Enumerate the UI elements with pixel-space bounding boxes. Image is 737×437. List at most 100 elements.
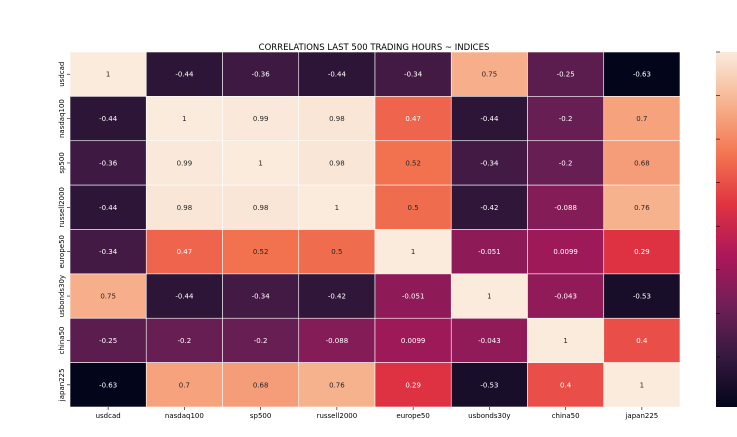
cell-value-label: -0.25 — [557, 71, 575, 79]
heatmap-cell-usbonds30y-usbonds30y — [450, 273, 528, 319]
heatmap-cell-nasdaq100-china50 — [527, 96, 605, 142]
cell-value-label: -0.2 — [559, 159, 573, 167]
x-tick-label-europe50: europe50 — [396, 412, 429, 420]
x-tick-label-usbonds30y: usbonds30y — [468, 412, 510, 420]
heatmap-cell-sp500-usdcad — [69, 140, 147, 186]
cell-value-label: -0.043 — [478, 337, 501, 345]
heatmap-cell-sp500-europe50 — [374, 140, 452, 186]
y-tick-label-usdcad: usdcad — [58, 62, 66, 87]
heatmap-cell-europe50-china50 — [527, 229, 605, 275]
cell-value-label: -0.44 — [99, 204, 118, 212]
heatmap-cell-japan225-japan225 — [603, 362, 681, 408]
heatmap-cell-china50-usbonds30y — [450, 317, 528, 363]
cell-value-label: -0.34 — [252, 293, 271, 301]
cell-value-label: 1 — [563, 337, 567, 345]
cell-value-label: 0.98 — [253, 204, 269, 212]
cell-value-label: 0.4 — [560, 381, 572, 389]
heatmap-cell-europe50-sp500 — [222, 229, 300, 275]
cell-value-label: 0.68 — [634, 159, 650, 167]
cell-value-label: 0.76 — [329, 381, 345, 389]
cell-value-label: -0.44 — [99, 115, 118, 123]
cell-value-label: -0.44 — [328, 71, 347, 79]
x-tick-label-china50: china50 — [552, 412, 580, 420]
heatmap-cell-sp500-china50 — [527, 140, 605, 186]
heatmap-cell-usdcad-nasdaq100 — [145, 51, 223, 97]
heatmap-cell-usbonds30y-nasdaq100 — [145, 273, 223, 319]
cell-value-label: -0.36 — [252, 71, 271, 79]
cell-value-label: 0.99 — [177, 159, 193, 167]
y-tick-label-europe50: europe50 — [58, 235, 66, 268]
heatmap-cell-sp500-japan225 — [603, 140, 681, 186]
heatmap-cell-nasdaq100-europe50 — [374, 96, 452, 142]
heatmap-cell-nasdaq100-japan225 — [603, 96, 681, 142]
cell-value-label: 0.52 — [253, 248, 269, 256]
heatmap-cell-usdcad-japan225 — [603, 51, 681, 97]
cell-value-label: 0.29 — [405, 381, 421, 389]
heatmap-cell-china50-japan225 — [603, 317, 681, 363]
cell-value-label: 0.29 — [634, 248, 650, 256]
heatmap-cell-russell2000-china50 — [527, 184, 605, 230]
cell-value-label: 0.99 — [253, 115, 269, 123]
heatmap-cell-usdcad-russell2000 — [298, 51, 376, 97]
heatmap-cell-europe50-japan225 — [603, 229, 681, 275]
x-tick-label-sp500: sp500 — [250, 412, 271, 420]
cell-value-label: 0.68 — [253, 381, 269, 389]
y-tick-label-japan225: japan225 — [58, 368, 66, 402]
heatmap-cell-russell2000-europe50 — [374, 184, 452, 230]
cell-value-label: 0.75 — [100, 293, 116, 301]
y-tick-label-china50: china50 — [58, 327, 66, 355]
cell-value-label: 1 — [258, 159, 262, 167]
x-tick-label-russell2000: russell2000 — [317, 412, 358, 420]
cell-value-label: 1 — [640, 381, 644, 389]
x-axis-ticks: usdcad nasdaq100 sp500 russell2000 europe50 u… — [96, 407, 658, 420]
cell-value-label: -0.44 — [480, 115, 499, 123]
cell-value-label: 1 — [411, 248, 415, 256]
cell-value-label: -0.42 — [480, 204, 498, 212]
heatmap-cell-europe50-russell2000 — [298, 229, 376, 275]
cell-value-label: 0.52 — [405, 159, 421, 167]
cell-value-label: 1 — [335, 204, 339, 212]
y-tick-label-usbonds30y: usbonds30y — [58, 275, 66, 317]
cell-value-label: 1 — [182, 115, 186, 123]
cell-value-label: 0.76 — [634, 204, 650, 212]
cell-value-label: -0.63 — [99, 381, 117, 389]
heatmap-cell-china50-usdcad — [69, 317, 147, 363]
heatmap-cell-sp500-nasdaq100 — [145, 140, 223, 186]
chart-title: CORRELATIONS LAST 500 TRADING HOURS ~ IN… — [259, 43, 490, 53]
heatmap-cell-china50-nasdaq100 — [145, 317, 223, 363]
cell-value-label: 0.5 — [408, 204, 419, 212]
heatmap-cell-japan225-sp500 — [222, 362, 300, 408]
cell-value-label: -0.34 — [99, 248, 118, 256]
y-tick-label-sp500: sp500 — [58, 152, 66, 173]
heatmap-cell-china50-europe50 — [374, 317, 452, 363]
cell-value-label: 0.5 — [331, 248, 342, 256]
cell-value-label: 0.7 — [179, 381, 190, 389]
cell-value-label: -0.42 — [328, 293, 346, 301]
heatmap-cell-usbonds30y-japan225 — [603, 273, 681, 319]
heatmap-cell-russell2000-usdcad — [69, 184, 147, 230]
y-axis-ticks: usdcad nasdaq100 sp500 russell2000 europe50 u… — [58, 62, 70, 402]
heatmap-cell-nasdaq100-usbonds30y — [450, 96, 528, 142]
cell-value-label: -0.44 — [175, 71, 194, 79]
cell-value-label: 0.0099 — [401, 337, 426, 345]
heatmap-cell-nasdaq100-nasdaq100 — [145, 96, 223, 142]
y-tick-label-nasdaq100: nasdaq100 — [58, 99, 66, 138]
cell-value-label: 0.47 — [405, 115, 421, 123]
cell-value-label: -0.34 — [404, 71, 423, 79]
heatmap-cell-usbonds30y-europe50 — [374, 273, 452, 319]
cell-value-label: -0.088 — [326, 337, 349, 345]
cell-value-label: -0.34 — [480, 159, 499, 167]
cell-value-label: 0.0099 — [553, 248, 578, 256]
heatmap-cell-usbonds30y-china50 — [527, 273, 605, 319]
cell-value-label: 0.98 — [329, 115, 345, 123]
cell-value-label: -0.051 — [402, 293, 425, 301]
cell-value-label: 0.7 — [636, 115, 647, 123]
cell-value-label: -0.2 — [254, 337, 268, 345]
cell-value-label: -0.63 — [633, 71, 651, 79]
heatmap-cell-china50-sp500 — [222, 317, 300, 363]
heatmap-cells — [69, 51, 681, 408]
heatmap-cell-europe50-europe50 — [374, 229, 452, 275]
heatmap-cell-russell2000-russell2000 — [298, 184, 376, 230]
heatmap-cell-sp500-russell2000 — [298, 140, 376, 186]
x-tick-label-usdcad: usdcad — [96, 412, 121, 420]
